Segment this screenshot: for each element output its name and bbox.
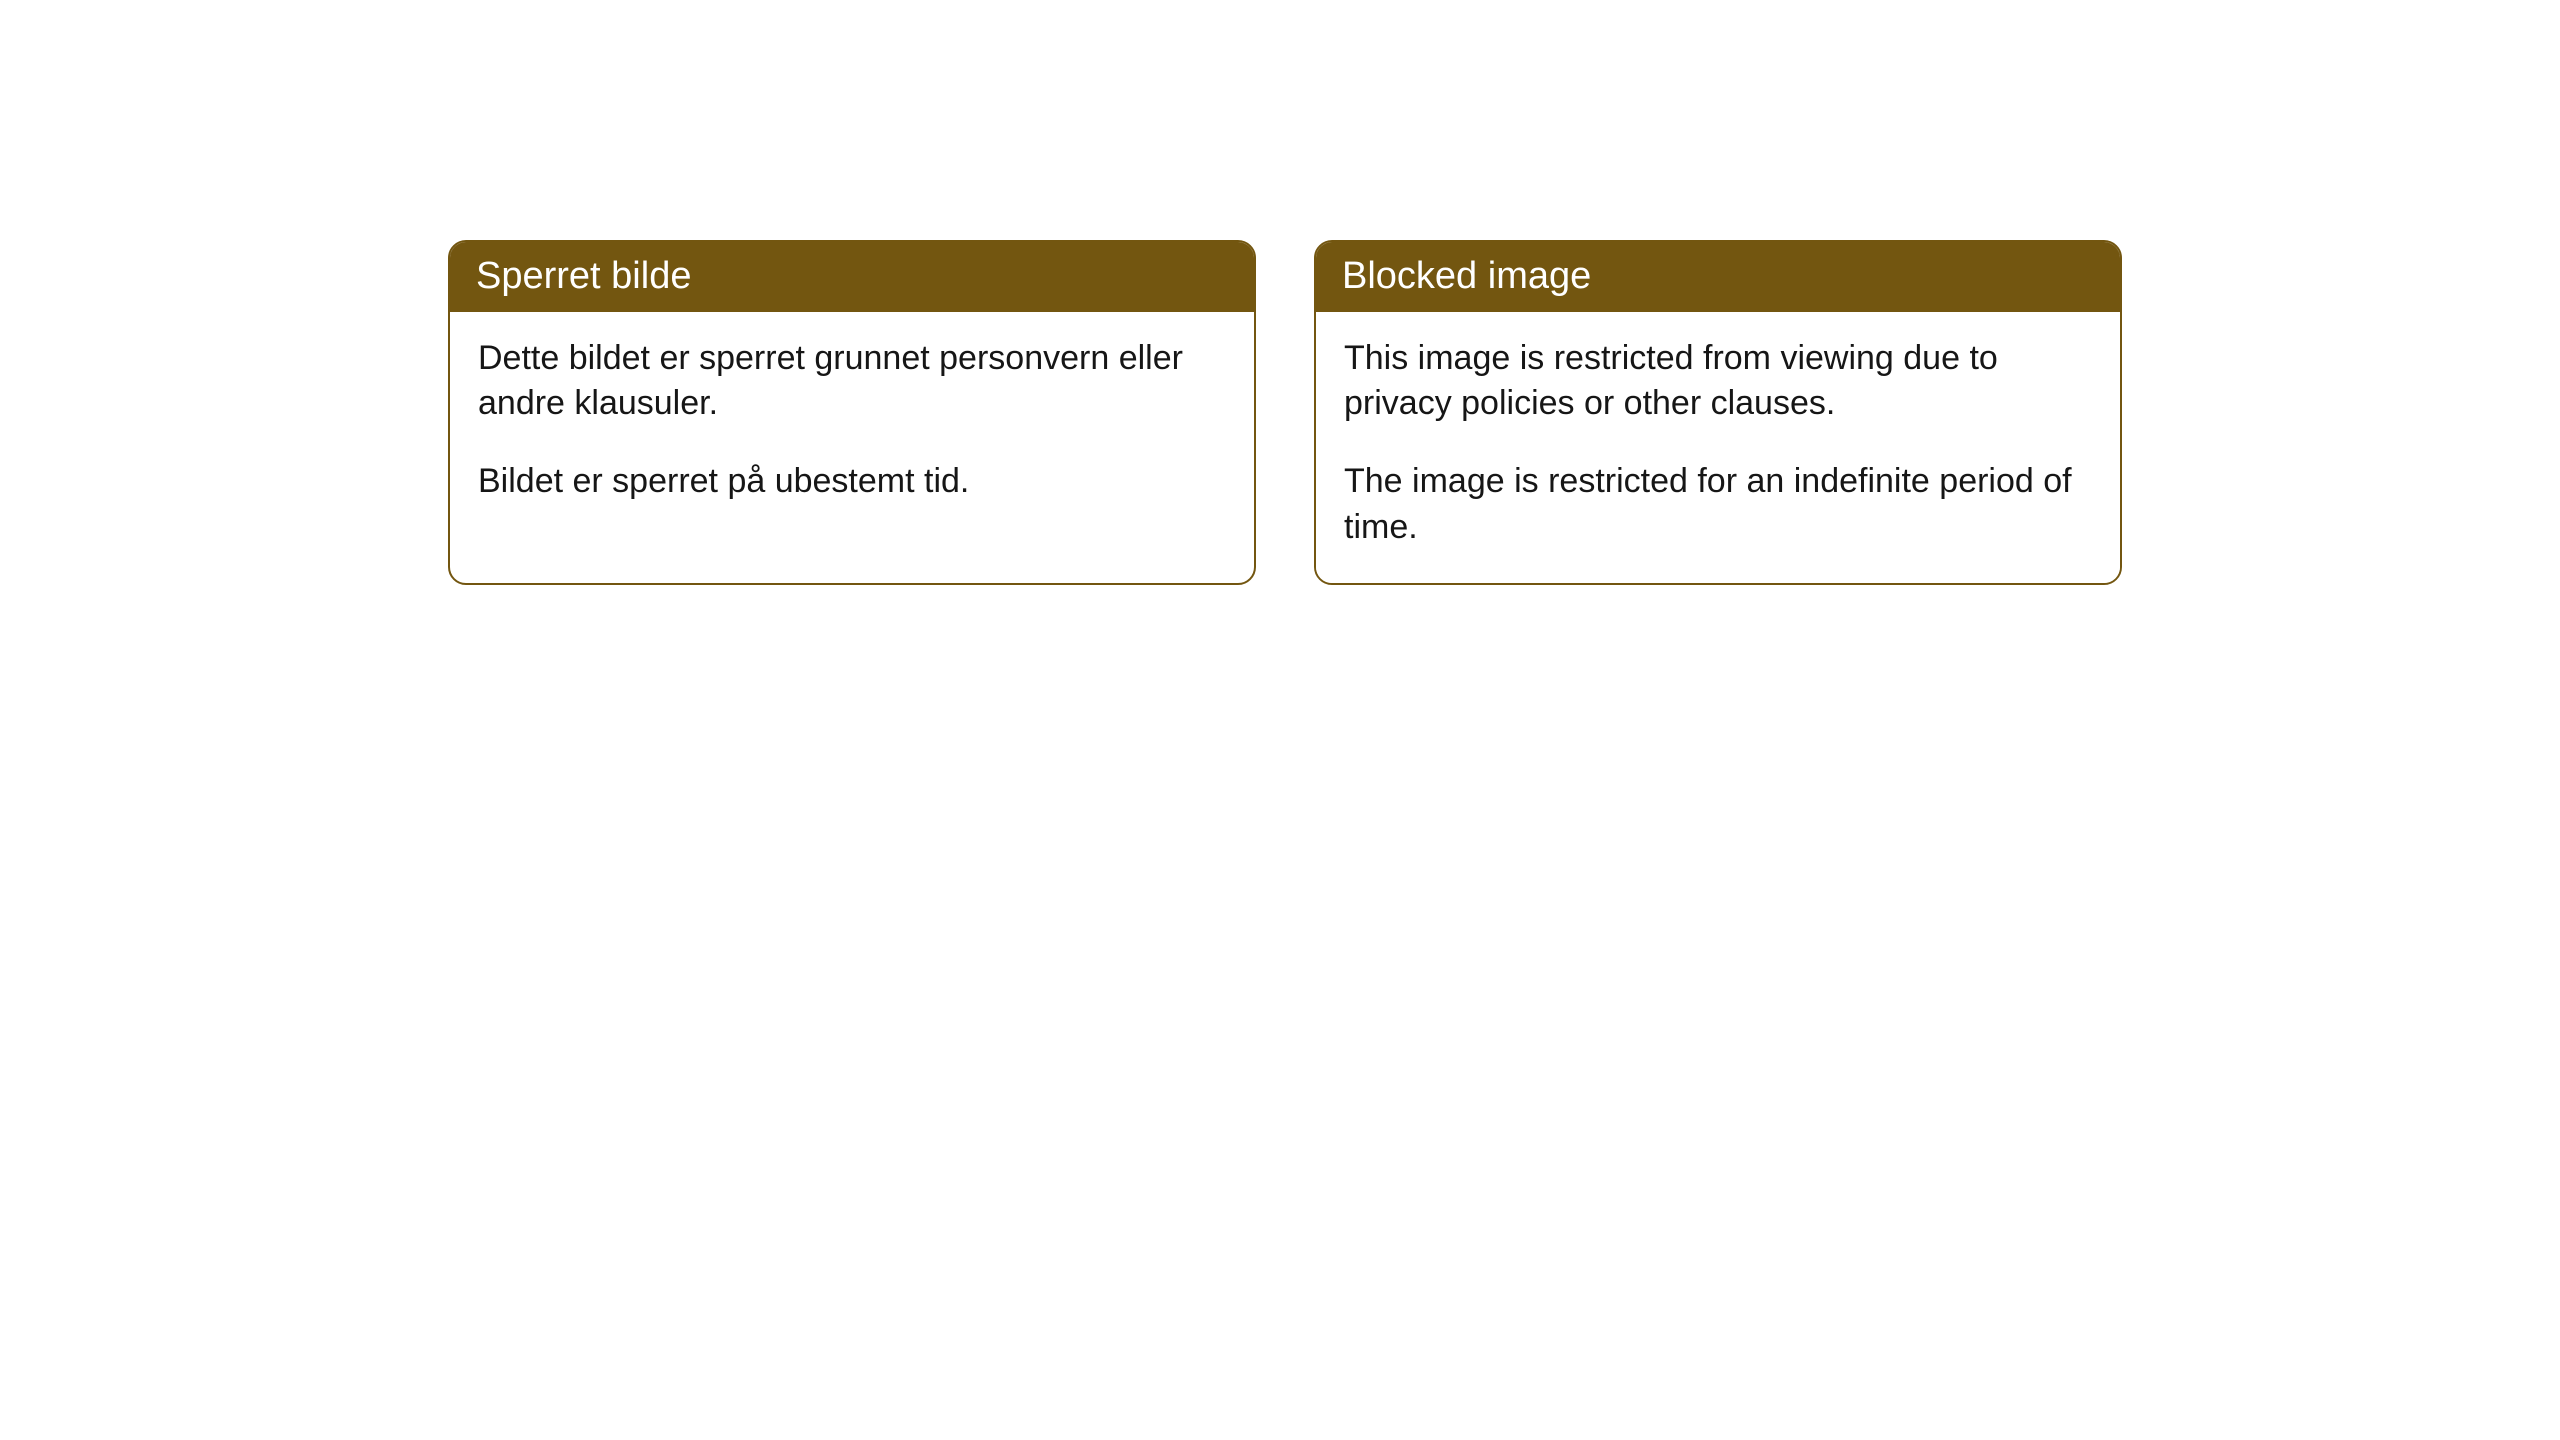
card-paragraph-no-1: Dette bildet er sperret grunnet personve… bbox=[478, 336, 1226, 428]
card-body-en: This image is restricted from viewing du… bbox=[1316, 312, 2120, 584]
card-paragraph-en-2: The image is restricted for an indefinit… bbox=[1344, 459, 2092, 551]
card-title-no: Sperret bilde bbox=[450, 242, 1254, 312]
card-paragraph-en-1: This image is restricted from viewing du… bbox=[1344, 336, 2092, 428]
card-paragraph-no-2: Bildet er sperret på ubestemt tid. bbox=[478, 459, 1226, 505]
blocked-image-card-en: Blocked image This image is restricted f… bbox=[1314, 240, 2122, 585]
card-body-no: Dette bildet er sperret grunnet personve… bbox=[450, 312, 1254, 538]
card-title-en: Blocked image bbox=[1316, 242, 2120, 312]
blocked-image-card-no: Sperret bilde Dette bildet er sperret gr… bbox=[448, 240, 1256, 585]
info-cards-container: Sperret bilde Dette bildet er sperret gr… bbox=[448, 240, 2560, 585]
